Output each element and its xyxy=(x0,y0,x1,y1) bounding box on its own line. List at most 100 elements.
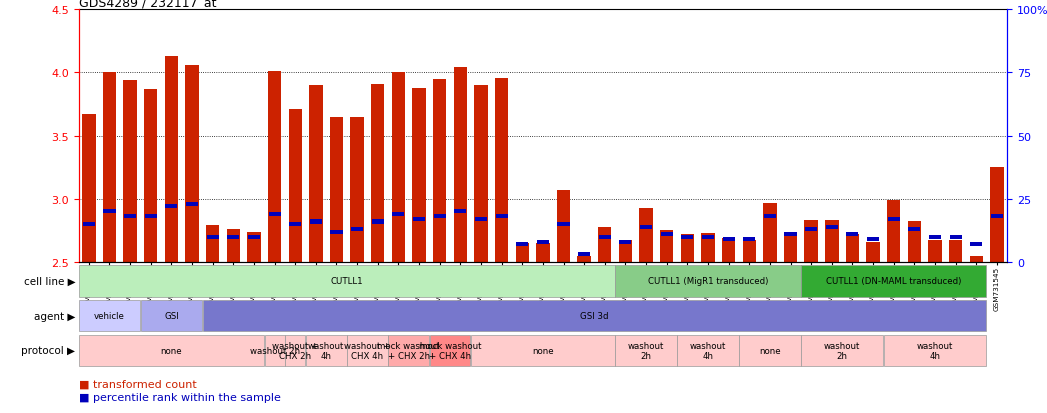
Bar xyxy=(616,266,801,297)
Bar xyxy=(453,68,467,262)
Bar xyxy=(971,242,982,247)
Bar xyxy=(83,223,95,226)
Bar xyxy=(801,335,883,366)
Bar xyxy=(763,203,777,262)
Text: ■ transformed count: ■ transformed count xyxy=(79,378,196,388)
Bar xyxy=(681,235,694,262)
Bar xyxy=(306,335,347,366)
Bar xyxy=(701,233,715,262)
Text: washout +
CHX 4h: washout + CHX 4h xyxy=(344,341,391,360)
Bar xyxy=(79,266,615,297)
Bar xyxy=(721,238,735,262)
Text: agent ▶: agent ▶ xyxy=(34,311,75,321)
Bar xyxy=(677,335,738,366)
Bar xyxy=(79,335,264,366)
Bar xyxy=(433,215,446,219)
Bar xyxy=(516,242,529,247)
Bar xyxy=(185,66,199,262)
Bar xyxy=(536,243,550,262)
Bar xyxy=(79,300,140,332)
Text: washout
4h: washout 4h xyxy=(308,341,344,360)
Bar xyxy=(722,237,735,242)
Bar xyxy=(144,90,157,262)
Bar xyxy=(950,235,961,239)
Text: washout
2h: washout 2h xyxy=(628,341,664,360)
Bar xyxy=(203,300,986,332)
Bar xyxy=(268,72,282,262)
Bar xyxy=(164,57,178,262)
Bar xyxy=(248,235,260,239)
Bar xyxy=(743,237,755,242)
Bar xyxy=(226,230,240,262)
Text: GSI: GSI xyxy=(164,311,179,320)
Bar xyxy=(846,233,859,237)
Bar xyxy=(186,202,198,206)
Bar xyxy=(846,235,860,262)
Text: none: none xyxy=(160,346,182,355)
Text: washout
4h: washout 4h xyxy=(690,341,727,360)
Bar xyxy=(140,300,202,332)
Text: washout
4h: washout 4h xyxy=(917,341,953,360)
Bar xyxy=(801,266,986,297)
Text: cell line ▶: cell line ▶ xyxy=(24,276,75,286)
Bar xyxy=(413,217,425,221)
Bar xyxy=(206,226,220,262)
Bar xyxy=(578,256,591,262)
Bar xyxy=(929,235,941,239)
Bar xyxy=(165,205,177,209)
Bar xyxy=(701,235,714,239)
Bar xyxy=(619,241,632,262)
Text: washout 2h: washout 2h xyxy=(249,346,299,355)
Bar xyxy=(682,235,693,239)
Text: mock washout
+ CHX 2h: mock washout + CHX 2h xyxy=(378,341,440,360)
Text: CUTLL1 (MigR1 transduced): CUTLL1 (MigR1 transduced) xyxy=(648,277,768,286)
Bar xyxy=(289,223,302,226)
Bar xyxy=(908,222,921,262)
Bar xyxy=(331,230,342,234)
Bar xyxy=(660,231,673,262)
Bar xyxy=(285,335,306,366)
Bar xyxy=(433,80,446,262)
Bar xyxy=(739,335,801,366)
Bar xyxy=(764,215,776,219)
Bar xyxy=(265,335,285,366)
Bar xyxy=(474,86,488,262)
Bar xyxy=(640,208,652,262)
Bar xyxy=(310,220,321,224)
Text: washout +
CHX 2h: washout + CHX 2h xyxy=(272,341,318,360)
Bar xyxy=(348,335,387,366)
Bar xyxy=(206,235,219,239)
Bar xyxy=(104,210,115,214)
Bar xyxy=(227,235,240,239)
Bar xyxy=(578,253,591,257)
Bar xyxy=(429,335,470,366)
Bar xyxy=(537,240,549,244)
Bar xyxy=(144,215,157,219)
Bar xyxy=(909,228,920,232)
Bar xyxy=(495,78,508,262)
Text: protocol ▶: protocol ▶ xyxy=(21,346,75,356)
Text: mock washout
+ CHX 4h: mock washout + CHX 4h xyxy=(419,341,482,360)
Bar xyxy=(392,74,405,262)
Bar xyxy=(351,228,363,232)
Bar xyxy=(454,210,466,214)
Bar xyxy=(867,237,879,242)
Bar xyxy=(124,81,137,262)
Bar xyxy=(82,115,95,262)
Bar xyxy=(475,217,487,221)
Text: none: none xyxy=(759,346,781,355)
Text: CUTLL1: CUTLL1 xyxy=(331,277,363,286)
Bar xyxy=(929,241,941,262)
Bar xyxy=(990,215,1003,219)
Bar xyxy=(784,233,797,237)
Bar xyxy=(388,335,429,366)
Bar xyxy=(371,85,384,262)
Bar xyxy=(616,335,676,366)
Bar xyxy=(990,168,1004,262)
Bar xyxy=(784,232,797,262)
Bar xyxy=(970,256,983,262)
Bar xyxy=(413,88,426,262)
Bar xyxy=(495,215,508,219)
Bar xyxy=(125,215,136,219)
Bar xyxy=(351,117,364,262)
